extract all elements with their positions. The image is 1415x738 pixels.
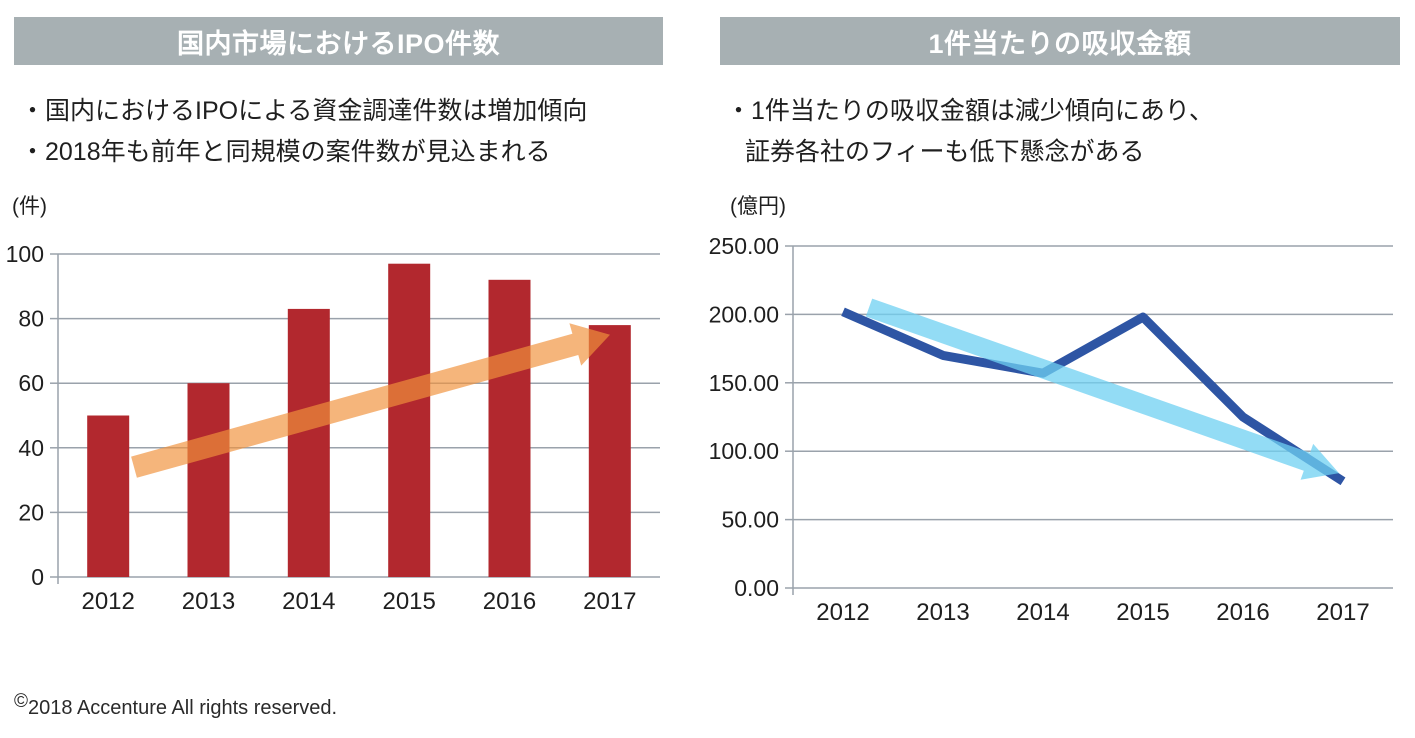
y-tick-label: 0.00 bbox=[734, 575, 779, 601]
y-tick-label: 250.00 bbox=[709, 233, 779, 259]
bar-2017 bbox=[588, 325, 631, 577]
bar-2015 bbox=[388, 263, 431, 577]
y-tick-label: 60 bbox=[18, 370, 44, 396]
y-tick-label: 0 bbox=[31, 564, 44, 590]
bar-2012 bbox=[87, 415, 130, 577]
bars bbox=[87, 263, 631, 577]
copyright-symbol: © bbox=[14, 691, 28, 712]
upward-trend-arrow bbox=[131, 323, 610, 478]
downward-trend-arrow bbox=[865, 298, 1339, 480]
left-panel-title: 国内市場におけるIPO件数 bbox=[176, 28, 500, 59]
x-tick-labels: 2012 2013 2014 2015 2016 2017 bbox=[816, 599, 1369, 626]
x-tick-label: 2016 bbox=[483, 588, 536, 615]
y-tick-label: 40 bbox=[18, 435, 44, 461]
x-tick-labels: 2012 2013 2014 2015 2016 2017 bbox=[81, 588, 636, 615]
x-tick-label: 2016 bbox=[1216, 599, 1269, 626]
absorption-amount-line bbox=[841, 307, 1346, 486]
bullet-line: ・1件当たりの吸収金額は減少傾向にあり、 bbox=[726, 97, 1214, 125]
bar-2013 bbox=[187, 383, 230, 577]
x-tick-label: 2012 bbox=[81, 588, 134, 615]
x-tick-label: 2017 bbox=[583, 588, 636, 615]
x-tick-label: 2012 bbox=[816, 599, 869, 626]
bullet-line: ・2018年も前年と同規模の案件数が見込まれる bbox=[20, 138, 551, 166]
right-panel-header: 1件当たりの吸収金額 bbox=[720, 17, 1400, 65]
y-tick-label: 200.00 bbox=[709, 301, 779, 327]
y-tick-label: 100.00 bbox=[709, 438, 779, 464]
y-tick-label: 20 bbox=[18, 499, 44, 525]
y-axis-unit-label: (件) bbox=[12, 195, 47, 218]
x-tick-label: 2015 bbox=[1116, 599, 1169, 626]
y-tick-label: 80 bbox=[18, 306, 44, 332]
right-bullet-list: ・1件当たりの吸収金額は減少傾向にあり、 証券各社のフィーも低下懸念がある bbox=[726, 91, 1214, 173]
y-axis-unit-label: (億円) bbox=[730, 195, 786, 218]
x-tick-label: 2014 bbox=[1016, 599, 1069, 626]
copyright-footer: ©2018 Accenture All rights reserved. bbox=[14, 691, 337, 720]
y-tick-label: 150.00 bbox=[709, 370, 779, 396]
gridlines-and-yticks: 250.00 200.00 150.00 100.00 50.00 0.00 bbox=[709, 233, 1393, 601]
x-tick-label: 2014 bbox=[282, 588, 335, 615]
x-tick-label: 2017 bbox=[1316, 599, 1369, 626]
ipo-count-bar-chart: (件) 100 80 60 40 20 0 2012 2013 2014 2015 2016 2017 bbox=[6, 195, 660, 615]
left-panel-header: 国内市場におけるIPO件数 bbox=[14, 17, 663, 65]
x-tick-label: 2013 bbox=[182, 588, 235, 615]
gridlines-and-yticks: 100 80 60 40 20 0 bbox=[6, 241, 660, 590]
x-tick-label: 2015 bbox=[382, 588, 435, 615]
bullet-line: 証券各社のフィーも低下懸念がある bbox=[745, 138, 1145, 166]
y-tick-label: 50.00 bbox=[721, 507, 779, 533]
bar-2016 bbox=[488, 279, 531, 577]
x-tick-label: 2013 bbox=[916, 599, 969, 626]
copyright-text: 2018 Accenture All rights reserved. bbox=[28, 697, 338, 719]
y-tick-label: 100 bbox=[6, 241, 44, 267]
bullet-line: ・国内におけるIPOによる資金調達件数は増加傾向 bbox=[20, 97, 588, 125]
left-bullet-list: ・国内におけるIPOによる資金調達件数は増加傾向 ・2018年も前年と同規模の案… bbox=[20, 91, 587, 173]
bar-2014 bbox=[287, 308, 330, 577]
right-panel-title: 1件当たりの吸収金額 bbox=[928, 28, 1192, 59]
absorption-amount-line-chart: (億円) 250.00 200.00 150.00 100.00 50.00 0.00 201… bbox=[709, 195, 1393, 626]
